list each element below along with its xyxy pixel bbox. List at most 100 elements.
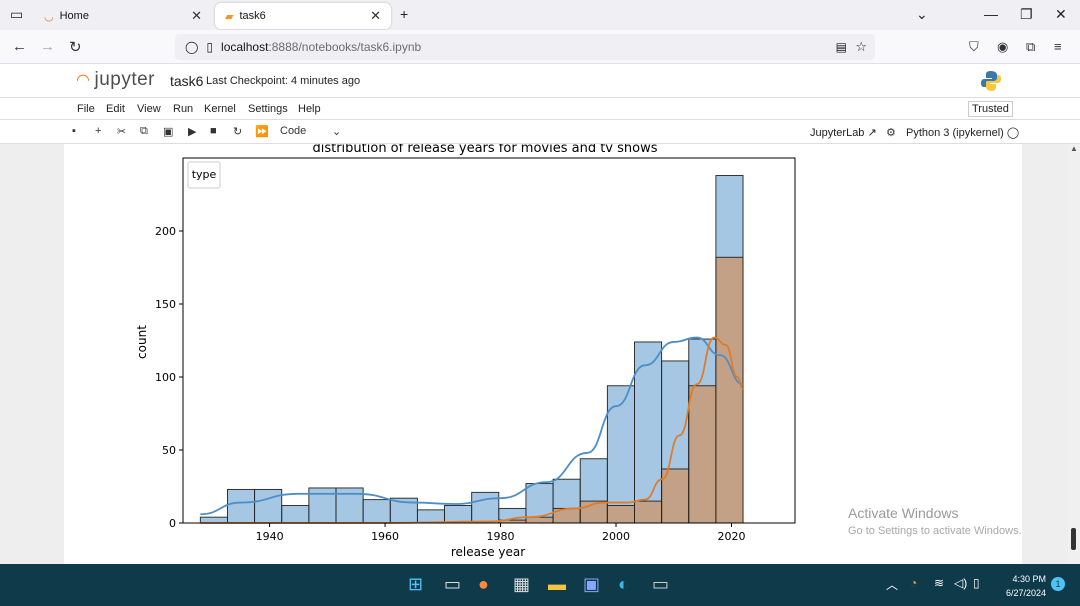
close-icon[interactable]: ✕ — [370, 8, 381, 23]
save-app-icon[interactable]: ▣ — [583, 574, 601, 594]
restart-run-all-icon[interactable]: ⏩ — [255, 126, 269, 138]
x-tick-label-1960: 1960 — [371, 530, 399, 543]
bookmark-star-icon[interactable]: ☆ — [855, 39, 867, 54]
menu-view[interactable]: View — [137, 103, 161, 115]
tab-task6[interactable]: ▰ task6 ✕ — [215, 3, 391, 29]
show-hidden-icons-chevron[interactable]: ︿ — [886, 578, 899, 592]
bar-series-movie-6 — [362, 499, 391, 524]
paste-icon[interactable]: ▣ — [163, 126, 174, 138]
address-bar[interactable]: ◯ ▯ localhost:8888/notebooks/task6.ipynb… — [175, 34, 875, 60]
jupyter-logo[interactable]: ◠ jupyter — [76, 69, 155, 91]
x-tick-label-2020: 2020 — [717, 530, 745, 543]
logo-text: jupyter — [94, 69, 155, 90]
menu-edit[interactable]: Edit — [106, 103, 125, 115]
menu-settings[interactable]: Settings — [248, 103, 288, 115]
tab-list-icon[interactable]: ▭ — [10, 6, 24, 22]
minimize-icon[interactable]: — — [984, 6, 998, 22]
y-tick-label-150: 150 — [155, 298, 176, 311]
stop-icon[interactable]: ■ — [210, 125, 217, 137]
edge-icon[interactable]: ◐ — [618, 574, 629, 594]
chevron-down-icon[interactable]: ⌄ — [916, 6, 928, 22]
task-view-icon[interactable]: ▭ — [444, 574, 462, 594]
menu-run[interactable]: Run — [173, 103, 194, 115]
wifi-icon[interactable]: ≋ — [934, 576, 945, 590]
cut-icon[interactable]: ✂ — [117, 126, 127, 138]
windows-start-icon[interactable]: ⊞ — [408, 574, 424, 594]
tab-home[interactable]: ◡ Home ✕ — [34, 3, 212, 29]
tab-label: Home — [59, 10, 89, 22]
scrollbar[interactable]: ▲ — [1068, 144, 1080, 564]
account-icon[interactable]: ◉ — [997, 39, 1009, 54]
url-path: :8888/notebooks/task6.ipynb — [268, 40, 422, 54]
close-icon[interactable]: ✕ — [191, 8, 202, 23]
browser-tab-strip: ▭ ◡ Home ✕ ▰ task6 ✕ + ⌄ — ❐ ✕ — [0, 0, 1080, 30]
battery-icon[interactable]: ▯ — [973, 576, 980, 590]
notification-badge[interactable]: 1 — [1051, 577, 1065, 591]
restart-icon[interactable]: ↻ — [233, 126, 243, 138]
navigation-bar: ← → ↻ ◯ ▯ localhost:8888/notebooks/task6… — [0, 30, 1080, 64]
chart-title: distribution of release years for movies… — [312, 144, 657, 156]
save-icon[interactable]: ▪ — [72, 125, 76, 137]
scroll-up-icon[interactable]: ▲ — [1070, 144, 1078, 153]
shield-icon[interactable]: ◯ — [185, 40, 199, 54]
forward-arrow-icon[interactable]: → — [40, 38, 55, 55]
cell-type-select[interactable]: Code — [280, 125, 307, 137]
notebook-name[interactable]: task6 — [170, 73, 204, 89]
chevron-down-icon[interactable]: ⌄ — [332, 126, 342, 138]
jupyter-logo-icon: ◠ — [76, 72, 91, 89]
legend-box — [187, 161, 221, 189]
notebook-sheet: 1940 1960 1980 2000 2020 0 50 100 150 200 distrib… — [64, 144, 1022, 564]
reader-view-icon[interactable]: ▤ — [835, 40, 847, 54]
trusted-badge[interactable]: Trusted — [968, 101, 1013, 117]
firefox-icon[interactable]: ● — [478, 574, 489, 594]
url-host: localhost — [221, 40, 269, 54]
kernel-name: Python 3 (ipykernel) — [906, 127, 1004, 139]
jupyterlab-link[interactable]: JupyterLab ↗ — [810, 126, 877, 139]
windows-taskbar: ⊞ ▭ ● ▦ ▬ ▣ ◐ ▭ ︿ ◔ ≋ ◁) ▯ 4:30 PM 6/27/… — [0, 564, 1080, 606]
restore-icon[interactable]: ❐ — [1020, 6, 1033, 22]
menu-help[interactable]: Help — [298, 103, 321, 115]
menu-hamburger-icon[interactable]: ≡ — [1054, 39, 1062, 54]
menu-file[interactable]: File — [77, 103, 95, 115]
clock-time: 4:30 PM — [1012, 574, 1046, 584]
histogram-chart: 1940 1960 1980 2000 2020 0 50 100 150 200 distrib… — [135, 144, 796, 559]
jupyter-header: ◠ jupyter task6 Last Checkpoint: 4 minute… — [0, 64, 1080, 98]
bar-series-movie-3 — [281, 505, 310, 524]
y-tick-label-100: 100 — [155, 371, 176, 384]
tray-app-icon[interactable]: ◔ — [910, 576, 918, 590]
new-tab-button[interactable]: + — [400, 6, 409, 22]
notebook-toolbar: ▪ + ✂ ⧉ ▣ ▶ ■ ↻ ⏩ Code ⌄ JupyterLab ↗ ⚙ … — [0, 120, 1080, 144]
volume-icon[interactable]: ◁) — [954, 576, 968, 590]
pocket-icon[interactable]: ⛉ — [969, 39, 979, 54]
add-cell-icon[interactable]: + — [95, 125, 102, 137]
bar-series-movie-2 — [254, 488, 283, 524]
run-icon[interactable]: ▶ — [188, 126, 197, 138]
jupyter-favicon-icon: ◡ — [44, 10, 54, 23]
bar-series-tv-16 — [634, 500, 663, 524]
reload-icon[interactable]: ↻ — [69, 39, 82, 56]
copy-icon[interactable]: ⧉ — [140, 125, 148, 137]
kernel-status[interactable]: Python 3 (ipykernel) ◯ — [906, 126, 1019, 139]
video-editor-icon[interactable]: ▦ — [513, 574, 531, 594]
menu-kernel[interactable]: Kernel — [204, 103, 236, 115]
file-explorer-icon[interactable]: ▬ — [548, 574, 566, 594]
python-logo-icon — [981, 71, 1001, 91]
settings-gear-icon[interactable]: ⚙ — [886, 127, 896, 139]
back-arrow-icon[interactable]: ← — [12, 38, 27, 55]
menu-bar: File Edit View Run Kernel Settings Help … — [0, 98, 1080, 120]
kernel-idle-icon: ◯ — [1006, 127, 1020, 139]
x-tick-label-1980: 1980 — [487, 530, 515, 543]
bar-series-movie-8 — [416, 509, 445, 524]
x-tick-label-1940: 1940 — [256, 530, 284, 543]
taskbar-clock[interactable]: 4:30 PM 6/27/2024 — [996, 572, 1046, 600]
terminal-icon[interactable]: ▭ — [652, 574, 670, 594]
tab-label: task6 — [239, 10, 266, 22]
clock-date: 6/27/2024 — [1005, 588, 1046, 598]
window-close-icon[interactable]: ✕ — [1055, 6, 1067, 22]
external-link-icon: ↗ — [867, 127, 877, 139]
scrollbar-thumb[interactable] — [1071, 528, 1076, 550]
bar-series-tv-18 — [688, 385, 717, 524]
y-tick-label-200: 200 — [155, 225, 176, 238]
extensions-icon[interactable]: ⧉ — [1026, 39, 1036, 54]
page-icon[interactable]: ▯ — [206, 40, 214, 54]
